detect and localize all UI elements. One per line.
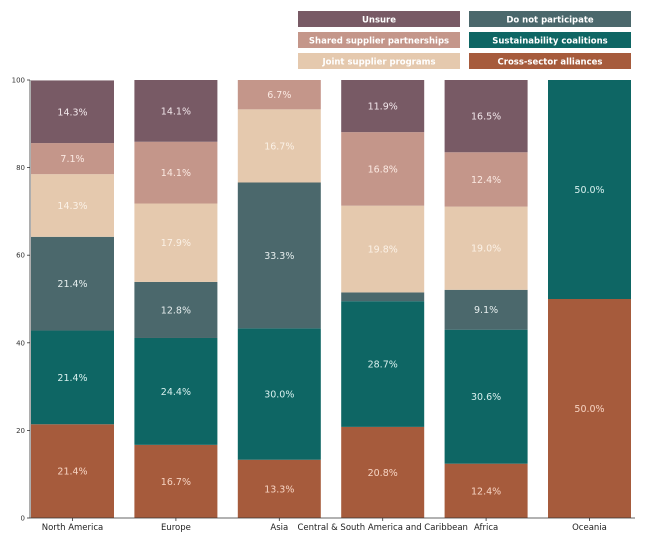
data-label: 11.9% bbox=[368, 102, 398, 113]
data-label: 19.0% bbox=[471, 244, 501, 255]
data-label: 14.3% bbox=[57, 107, 87, 118]
bar-segment bbox=[444, 463, 528, 518]
data-label: 13.3% bbox=[264, 484, 294, 495]
bar-segment bbox=[237, 80, 321, 110]
bar-segment bbox=[341, 205, 425, 293]
y-tick-label: 80 bbox=[16, 164, 25, 172]
bar-segment bbox=[341, 132, 425, 206]
data-label: 9.1% bbox=[474, 305, 498, 316]
bar-segment bbox=[31, 80, 114, 144]
x-tick-label: Asia bbox=[270, 523, 288, 533]
bar-segment bbox=[444, 80, 528, 153]
data-label: 16.7% bbox=[264, 141, 294, 152]
bar-segment bbox=[134, 444, 218, 518]
data-label: 21.4% bbox=[57, 279, 87, 290]
data-label: 12.8% bbox=[161, 305, 191, 316]
legend-swatch bbox=[469, 32, 631, 48]
legend-label: Do not participate bbox=[506, 16, 594, 26]
legend-swatch bbox=[298, 53, 460, 69]
axes: North America Europe Asia Central & South A… bbox=[12, 77, 635, 533]
y-tick-label: 40 bbox=[16, 339, 25, 347]
legend: Unsure Do not participate Shared supplier … bbox=[298, 11, 631, 69]
bar-segment bbox=[444, 206, 528, 290]
bar-segment bbox=[31, 236, 114, 331]
bar-segment bbox=[134, 281, 218, 338]
data-label: 17.9% bbox=[161, 238, 191, 249]
data-label: 16.8% bbox=[368, 164, 398, 175]
data-label: 14.1% bbox=[161, 106, 191, 117]
data-label: 12.4% bbox=[471, 486, 501, 497]
bar-segment bbox=[31, 174, 114, 237]
bar-segment bbox=[444, 329, 528, 464]
data-label: 19.8% bbox=[368, 245, 398, 256]
legend-swatch bbox=[298, 11, 460, 27]
legend-label: Shared supplier partnerships bbox=[309, 37, 449, 47]
bar-segment bbox=[134, 337, 218, 445]
data-label: 20.8% bbox=[368, 468, 398, 479]
bar-segment bbox=[341, 80, 425, 133]
bar-segment bbox=[237, 328, 321, 460]
data-label: 16.5% bbox=[471, 112, 501, 123]
bar-segment bbox=[134, 80, 218, 142]
data-label: 16.7% bbox=[161, 477, 191, 488]
bar-segment bbox=[341, 292, 425, 302]
legend-label: Sustainability coalitions bbox=[492, 37, 608, 47]
data-label: 14.3% bbox=[57, 201, 87, 212]
data-label: 21.4% bbox=[57, 467, 87, 478]
bar-segment bbox=[31, 424, 114, 518]
data-label: 24.4% bbox=[161, 387, 191, 398]
data-label: 21.4% bbox=[57, 373, 87, 384]
bar-segment bbox=[341, 426, 425, 518]
bar-segment bbox=[31, 330, 114, 425]
y-tick-label: 60 bbox=[16, 252, 25, 260]
x-tick-label: Oceania bbox=[572, 523, 607, 533]
x-tick-label: Central & South America and Caribbean bbox=[297, 523, 467, 533]
legend-label: Unsure bbox=[362, 16, 396, 26]
bar-segment bbox=[444, 289, 528, 330]
data-label: 50.0% bbox=[574, 404, 604, 415]
data-label: 28.7% bbox=[368, 360, 398, 371]
data-label: 12.4% bbox=[471, 175, 501, 186]
legend-swatch bbox=[298, 32, 460, 48]
legend-swatch bbox=[469, 53, 631, 69]
bar-segment bbox=[341, 301, 425, 427]
y-tick-label: 100 bbox=[12, 77, 25, 85]
bar-segment bbox=[548, 299, 631, 518]
legend-label: Joint supplier programs bbox=[321, 58, 435, 68]
bar-segment bbox=[134, 141, 218, 204]
data-label: 14.1% bbox=[161, 168, 191, 179]
bar-segment bbox=[237, 459, 321, 518]
bars: 21.4% 21.4% 21.4% 14.3% 7.1% 14.3% 16.7% 24.4% 1… bbox=[31, 80, 631, 518]
x-tick-label: Africa bbox=[474, 523, 498, 533]
legend-swatch bbox=[469, 11, 631, 27]
data-label: 30.6% bbox=[471, 392, 501, 403]
x-tick-label: North America bbox=[42, 523, 104, 533]
data-label: 7.1% bbox=[60, 154, 84, 165]
bar-segment bbox=[31, 143, 114, 175]
data-label: 50.0% bbox=[574, 185, 604, 196]
data-label: 33.3% bbox=[264, 251, 294, 262]
bar-segment bbox=[237, 182, 321, 329]
y-tick-label: 0 bbox=[21, 515, 25, 523]
data-label: 30.0% bbox=[264, 390, 294, 401]
y-tick-label: 20 bbox=[16, 427, 25, 435]
bar-segment bbox=[548, 80, 631, 299]
x-tick-label: Europe bbox=[161, 523, 191, 533]
legend-label: Cross-sector alliances bbox=[498, 58, 603, 68]
bar-segment bbox=[444, 152, 528, 207]
data-label: 6.7% bbox=[267, 90, 291, 101]
bar-segment bbox=[134, 203, 218, 282]
bar-segment bbox=[237, 109, 321, 183]
